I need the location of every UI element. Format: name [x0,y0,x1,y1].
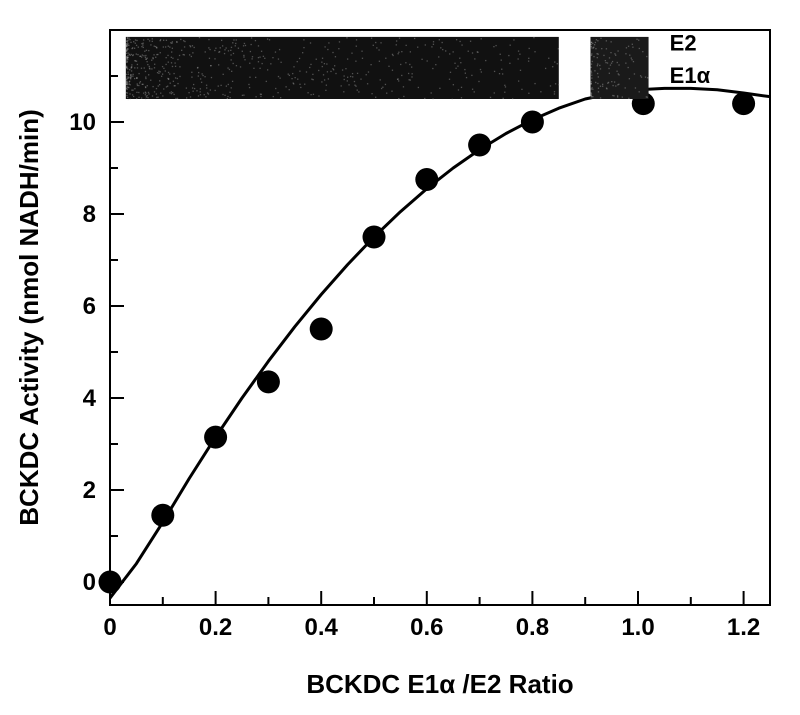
y-tick-label: 8 [83,201,96,228]
x-axis-title: BCKDC E1α /E2 Ratio [306,669,573,699]
data-point [257,370,280,393]
chart-container: 0 0.2 0.4 0.6 0.8 1.0 1.2 0 2 4 6 8 10 BCKDC E1α /E2 … [0,0,800,715]
y-axis-title: BCKDC Activity (nmol NADH/min) [14,109,44,525]
data-point [204,426,227,449]
y-tick-label: 4 [83,385,97,412]
data-point [99,571,122,594]
x-tick-label: 1.0 [621,614,654,641]
chart-bg [0,0,800,715]
gel-band [126,37,560,100]
data-point [521,111,544,134]
gel-band [590,37,648,99]
y-tick-label: 6 [83,293,96,320]
x-tick-label: 0.2 [199,614,232,641]
activity-chart: 0 0.2 0.4 0.6 0.8 1.0 1.2 0 2 4 6 8 10 BCKDC E1α /E2 … [0,0,800,715]
x-tick-label: 0.4 [305,614,339,641]
y-tick-label: 0 [83,569,96,596]
inset-label: E1α [670,63,711,88]
x-tick-label: 0.8 [516,614,549,641]
data-point [415,168,438,191]
data-point [310,318,333,341]
y-tick-label: 2 [83,477,96,504]
x-tick-label: 0.6 [410,614,443,641]
data-point [363,226,386,249]
data-point [468,134,491,157]
data-point [732,92,755,115]
y-tick-label: 10 [69,109,96,136]
x-tick-label: 1.2 [727,614,760,641]
data-point [151,504,174,527]
x-tick-label: 0 [103,614,116,641]
inset-label: E2 [670,31,697,56]
